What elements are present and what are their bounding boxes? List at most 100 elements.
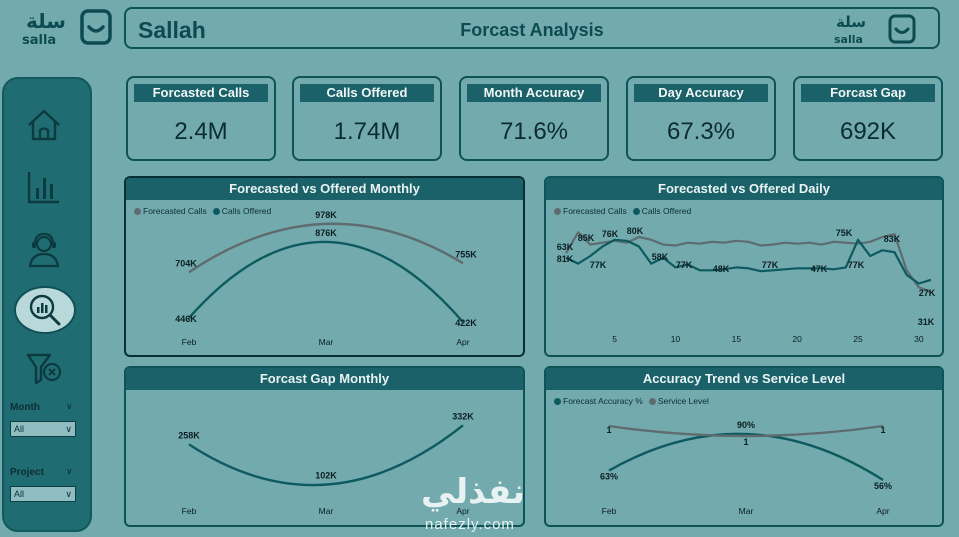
series-line (188, 240, 464, 323)
bar-chart-icon (27, 172, 59, 204)
salla-bag-icon (80, 9, 112, 45)
nav-home[interactable] (22, 103, 66, 147)
nav-forecast-analysis[interactable] (14, 286, 76, 334)
kpi-label: Forcasted Calls (134, 84, 268, 102)
data-label: 876K (315, 228, 337, 238)
kpi-card-month-accuracy: Month Accuracy 71.6% (459, 76, 609, 161)
data-label: 76K (602, 229, 619, 239)
page-title: Forcast Analysis (460, 20, 604, 40)
support-agent-icon (28, 232, 60, 268)
filter-month-value: All (14, 424, 25, 434)
chart-panel-monthly[interactable]: Forecasted vs Offered Monthly Forecasted… (124, 176, 525, 357)
chart-title: Forcast Gap Monthly (126, 368, 523, 390)
legend-item: Forecasted Calls (554, 206, 627, 216)
kpi-card-forecast-gap: Forcast Gap 692K (793, 76, 943, 161)
watermark-latin: nafezly.com (425, 516, 515, 533)
series-line (565, 238, 932, 285)
data-label: 77K (762, 260, 779, 270)
data-label: 81K (557, 254, 574, 264)
salla-logo: سلة salla (18, 7, 114, 48)
header-logo: سلة salla (830, 12, 920, 46)
kpi-value: 692K (839, 118, 897, 145)
x-tick-label: 5 (612, 334, 617, 344)
filter-project-select[interactable]: All ∨ (10, 486, 76, 502)
filter-clear-icon (26, 353, 62, 385)
data-label: 704K (175, 258, 197, 268)
watermark: نفذلي nafezly.com (415, 472, 545, 534)
header-logo-brand: salla (834, 33, 863, 46)
chart-legend: Forecasted Calls Calls Offered (134, 206, 271, 216)
chart-panel-gap[interactable]: Forcast Gap Monthly 258K 102K 332K Feb Mar Ap… (124, 366, 525, 527)
x-tick-label: Mar (319, 506, 334, 516)
chart-legend: Forecast Accuracy % Service Level (554, 396, 709, 406)
x-tick-label: 10 (671, 334, 681, 344)
chart-accuracy-svg: 63% 90% 56% 1 1 1 Feb Mar Apr (600, 420, 892, 516)
chart-title: Forecasted vs Offered Daily (546, 178, 942, 200)
filter-project-value: All (14, 489, 25, 499)
legend-item: Forecasted Calls (134, 206, 207, 216)
sidebar: Month ∨ All ∨ Project ∨ All ∨ (2, 77, 92, 532)
series-line (608, 432, 884, 482)
data-label: 1 (743, 437, 748, 447)
x-tick-label: Apr (456, 506, 469, 516)
filter-month-select[interactable]: All ∨ (10, 421, 76, 437)
chart-title: Accuracy Trend vs Service Level (546, 368, 942, 390)
data-label: 75K (836, 228, 853, 238)
kpi-card-day-accuracy: Day Accuracy 67.3% (626, 76, 776, 161)
chart-gap-svg: 258K 102K 332K Feb Mar Apr (178, 411, 474, 516)
data-label: 47K (811, 264, 828, 274)
kpi-card-calls-offered: Calls Offered 1.74M (292, 76, 442, 161)
legend-item: Calls Offered (212, 206, 271, 216)
header-bag-icon (888, 14, 916, 44)
x-tick-label: Apr (876, 506, 889, 516)
data-label: 80K (627, 226, 644, 236)
logo-arabic-text: سلة (26, 9, 66, 33)
chevron-down-icon[interactable]: ∨ (66, 401, 73, 411)
data-label: 58K (652, 252, 669, 262)
chart-legend: Forecasted Calls Calls Offered (554, 206, 691, 216)
watermark-arabic: نفذلي (421, 472, 526, 512)
x-tick-label: Mar (319, 337, 334, 347)
search-analytics-icon (29, 294, 61, 326)
kpi-value: 2.4M (174, 118, 228, 145)
data-label: 1 (880, 425, 885, 435)
legend-item: Service Level (648, 396, 709, 406)
x-tick-label: Mar (739, 506, 754, 516)
kpi-value: 1.74M (333, 118, 401, 145)
data-label: 77K (848, 260, 865, 270)
series-line (608, 424, 884, 438)
logo-brand-text: salla (22, 33, 57, 48)
legend-item: Calls Offered (632, 206, 691, 216)
kpi-label: Forcast Gap (801, 84, 935, 102)
x-tick-label: 25 (853, 334, 863, 344)
filter-project-label: Project (10, 467, 44, 478)
data-label: 755K (455, 249, 477, 259)
data-label: 31K (918, 317, 935, 327)
data-label: 422K (455, 318, 477, 328)
chart-monthly-svg: 704K 978K 755K 446K 876K 422K Feb Mar Apr (175, 210, 477, 347)
nav-charts[interactable] (22, 165, 66, 209)
header-logo-arabic: سلة (836, 13, 866, 31)
kpi-value: 71.6% (499, 118, 569, 145)
series-line (188, 222, 464, 274)
data-label: 1 (606, 425, 611, 435)
data-label: 446K (175, 314, 197, 324)
chevron-down-icon: ∨ (65, 489, 72, 499)
x-tick-label: 20 (792, 334, 802, 344)
data-label: 90% (737, 420, 755, 430)
nav-clear-filters[interactable] (22, 347, 66, 391)
chevron-down-icon[interactable]: ∨ (66, 466, 73, 476)
data-label: 63% (600, 472, 618, 482)
kpi-value: 67.3% (666, 118, 736, 145)
data-label: 77K (676, 260, 693, 270)
data-label: 77K (590, 260, 607, 270)
chart-panel-daily[interactable]: Forecasted vs Offered Daily Forecasted C… (544, 176, 944, 357)
chart-panel-accuracy[interactable]: Accuracy Trend vs Service Level Forecast… (544, 366, 944, 527)
filter-month-label: Month (10, 402, 40, 413)
chart-title: Forecasted vs Offered Monthly (126, 178, 523, 200)
nav-agents[interactable] (22, 227, 66, 271)
data-label: 27K (919, 288, 936, 298)
data-label: 56% (874, 481, 892, 491)
data-label: 63K (557, 242, 574, 252)
chart-daily-svg: 63K 81K 85K 77K 76K 80K 58K 77K 48K 77K 47K 75K 77K 8… (557, 226, 936, 344)
